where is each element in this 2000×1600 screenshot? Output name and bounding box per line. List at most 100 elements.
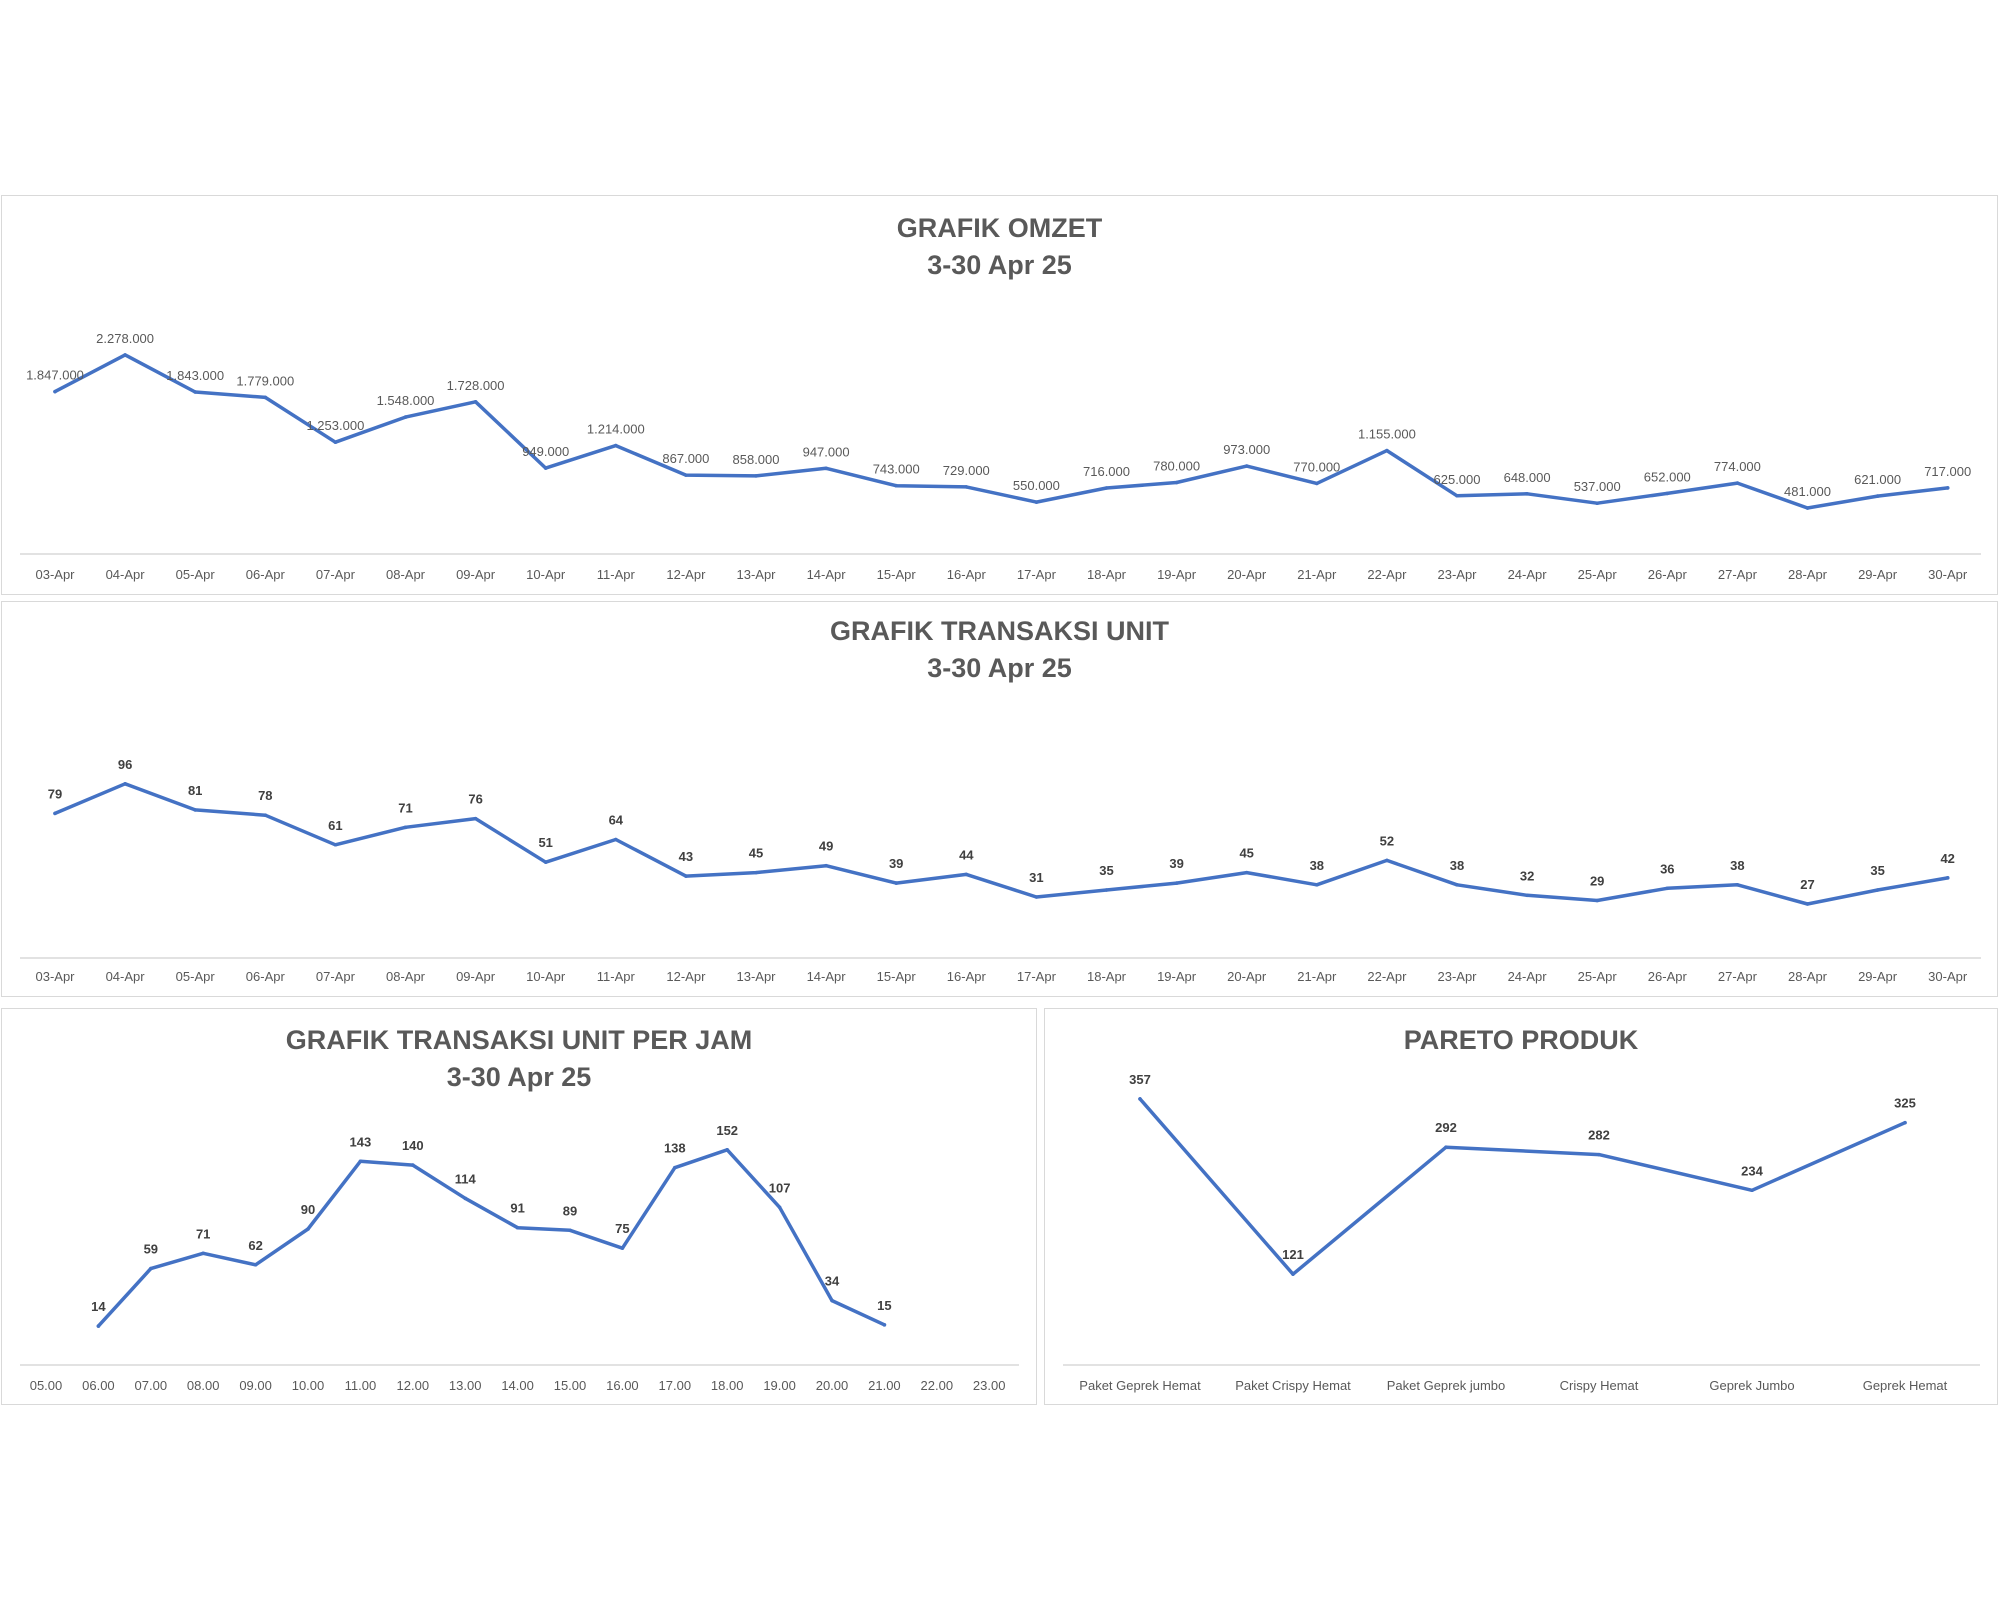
data-label: 81 <box>188 783 202 798</box>
data-point <box>543 466 548 470</box>
x-tick-label: 18-Apr <box>1087 567 1127 582</box>
data-point <box>1525 893 1529 898</box>
data-point <box>1903 1120 1907 1125</box>
data-point <box>123 353 127 357</box>
x-tick-label: Paket Crispy Hemat <box>1235 1378 1351 1393</box>
data-point <box>1385 448 1389 453</box>
x-tick-label: 19.00 <box>763 1378 796 1393</box>
data-label: 1.779.000 <box>236 373 294 388</box>
series-line <box>53 353 1950 510</box>
data-point <box>473 816 478 821</box>
data-point <box>964 872 969 877</box>
data-label: 39 <box>889 856 903 871</box>
data-label: 38 <box>1450 858 1464 873</box>
chart-subtitle: 3-30 Apr 25 <box>446 1062 592 1092</box>
data-point <box>193 808 197 812</box>
data-label: 38 <box>1730 858 1744 873</box>
data-label: 1.728.000 <box>447 378 505 393</box>
x-tick-label: 09-Apr <box>456 567 496 582</box>
data-point <box>1315 481 1319 486</box>
x-tick-label: 30-Apr <box>1928 567 1968 582</box>
data-point <box>411 1163 415 1167</box>
data-label: 152 <box>716 1123 738 1138</box>
x-tick-label: 18-Apr <box>1087 969 1127 984</box>
x-tick-label: 08.00 <box>187 1378 220 1393</box>
transaksi-unit-line-chart: 03-Apr 04-Apr 05-Apr 06-Apr 07-Apr 08-Apr 09-A… <box>20 757 1981 984</box>
series-line <box>53 782 1950 906</box>
data-point <box>1595 501 1599 506</box>
data-label: 15 <box>877 1298 891 1313</box>
data-label: 76 <box>468 792 482 807</box>
x-tick-label: 21-Apr <box>1297 567 1337 582</box>
data-point <box>543 860 548 864</box>
data-point <box>1945 876 1950 880</box>
data-label: 537.000 <box>1574 479 1621 494</box>
x-tick-label: 27-Apr <box>1718 969 1758 984</box>
x-tick-label: 22.00 <box>921 1378 954 1393</box>
series-line <box>1138 1097 1907 1276</box>
chart-title: GRAFIK OMZET <box>896 213 1103 243</box>
data-point <box>53 811 57 816</box>
data-label: 138 <box>664 1141 686 1156</box>
data-label: 89 <box>563 1203 577 1218</box>
chart-title: GRAFIK TRANSAKSI UNIT <box>830 616 1169 646</box>
data-label: 36 <box>1660 861 1674 876</box>
data-label: 481.000 <box>1784 484 1831 499</box>
data-label: 114 <box>455 1171 477 1186</box>
x-tick-label: 24-Apr <box>1508 969 1548 984</box>
x-tick-label: 23.00 <box>973 1378 1006 1393</box>
x-tick-label: 05.00 <box>30 1378 63 1393</box>
x-tick-label: Geprek Hemat <box>1863 1378 1948 1393</box>
data-point <box>1315 883 1319 887</box>
x-tick-label: 15.00 <box>554 1378 587 1393</box>
pareto-produk-line-chart: Paket Geprek Hemat Paket Crispy Hemat Pake… <box>1063 1072 1980 1393</box>
data-point <box>473 399 478 404</box>
data-label: 858.000 <box>733 452 780 467</box>
data-label: 32 <box>1520 868 1534 883</box>
x-tick-label: 20-Apr <box>1227 567 1267 582</box>
data-label: 107 <box>769 1180 791 1195</box>
pareto-produk-chart-panel: PARETO PRODUK Paket Geprek Hemat Paket Cr… <box>1044 1008 1998 1405</box>
x-tick-label: 28-Apr <box>1788 969 1828 984</box>
x-tick-label: 03-Apr <box>35 567 75 582</box>
x-tick-label: Geprek Jumbo <box>1709 1378 1794 1393</box>
data-point <box>1244 870 1249 875</box>
data-point <box>882 1323 887 1327</box>
data-point <box>1034 500 1039 504</box>
data-label: 71 <box>196 1226 210 1241</box>
data-point <box>333 440 338 445</box>
data-label: 35 <box>1870 863 1884 878</box>
x-tick-label: 21-Apr <box>1297 969 1337 984</box>
x-tick-label: 22-Apr <box>1367 567 1407 582</box>
data-point <box>123 782 127 786</box>
data-label: 140 <box>402 1138 424 1153</box>
x-tick-label: 12.00 <box>397 1378 430 1393</box>
transaksi-unit-chart-title-block: GRAFIK TRANSAKSI UNIT 3-30 Apr 25 <box>2 613 1997 687</box>
data-label: 45 <box>1239 846 1253 861</box>
x-tick-label: 15-Apr <box>877 567 917 582</box>
x-tick-label: 14-Apr <box>807 969 847 984</box>
x-tick-label: 16-Apr <box>947 567 987 582</box>
data-label: 75 <box>615 1221 629 1236</box>
data-label: 79 <box>48 786 62 801</box>
data-point <box>1875 494 1880 498</box>
data-point <box>1104 486 1109 490</box>
x-tick-label: 14.00 <box>501 1378 534 1393</box>
x-tick-label: 29-Apr <box>1858 969 1898 984</box>
x-tick-label: 13-Apr <box>736 969 776 984</box>
data-point <box>1138 1097 1142 1101</box>
data-label: 867.000 <box>662 451 709 466</box>
data-label: 1.548.000 <box>377 393 435 408</box>
data-label: 1.253.000 <box>306 418 364 433</box>
data-point <box>1244 464 1249 468</box>
data-label: 780.000 <box>1153 459 1200 474</box>
data-label: 234 <box>1741 1163 1763 1178</box>
data-point <box>824 466 828 471</box>
data-label: 770.000 <box>1293 459 1340 474</box>
data-point <box>1750 1188 1754 1193</box>
data-label: 550.000 <box>1013 478 1060 493</box>
data-point <box>1945 486 1950 490</box>
data-label: 743.000 <box>873 462 920 477</box>
x-tick-label: 04-Apr <box>106 969 146 984</box>
data-point <box>149 1266 153 1271</box>
